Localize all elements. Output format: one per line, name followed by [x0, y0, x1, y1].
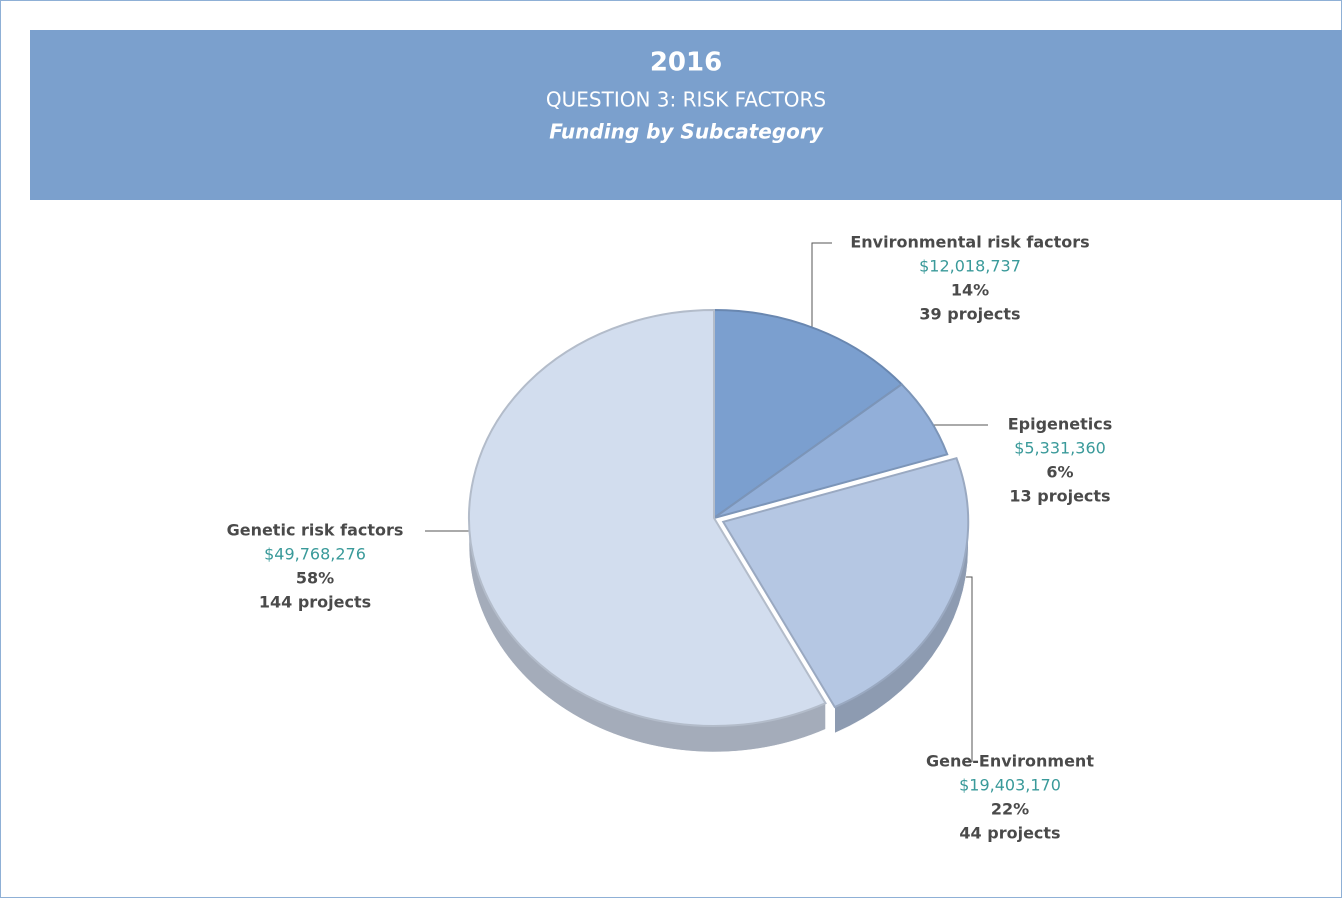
slice — [713, 383, 949, 519]
leader-line — [811, 242, 832, 330]
slice — [713, 308, 904, 520]
projects-label: 144 projects — [259, 593, 371, 612]
projects-label: 39 projects — [919, 305, 1020, 324]
percent-label: 58% — [296, 569, 334, 588]
percent-label: 14% — [951, 281, 989, 300]
percent-label: 6% — [1046, 463, 1073, 482]
slice — [721, 457, 970, 709]
value-label: $19,403,170 — [959, 776, 1061, 795]
value-label: $49,768,276 — [264, 545, 366, 564]
slice-label: Gene-Environment — [926, 752, 1094, 771]
slice-label: Environmental risk factors — [850, 233, 1089, 252]
percent-label: 22% — [991, 800, 1029, 819]
projects-label: 44 projects — [959, 824, 1060, 843]
slice-label: Epigenetics — [1008, 415, 1113, 434]
chart-subtitle: QUESTION 3: RISK FACTORS — [546, 88, 826, 112]
value-label: $12,018,737 — [919, 257, 1021, 276]
slice-label: Genetic risk factors — [227, 521, 404, 540]
chart-title: 2016 — [650, 48, 722, 78]
projects-label: 13 projects — [1009, 487, 1110, 506]
pie — [468, 308, 970, 753]
header — [30, 30, 1342, 200]
slice — [468, 308, 827, 727]
value-label: $5,331,360 — [1014, 439, 1106, 458]
chart-caption: Funding by Subcategory — [549, 120, 824, 144]
